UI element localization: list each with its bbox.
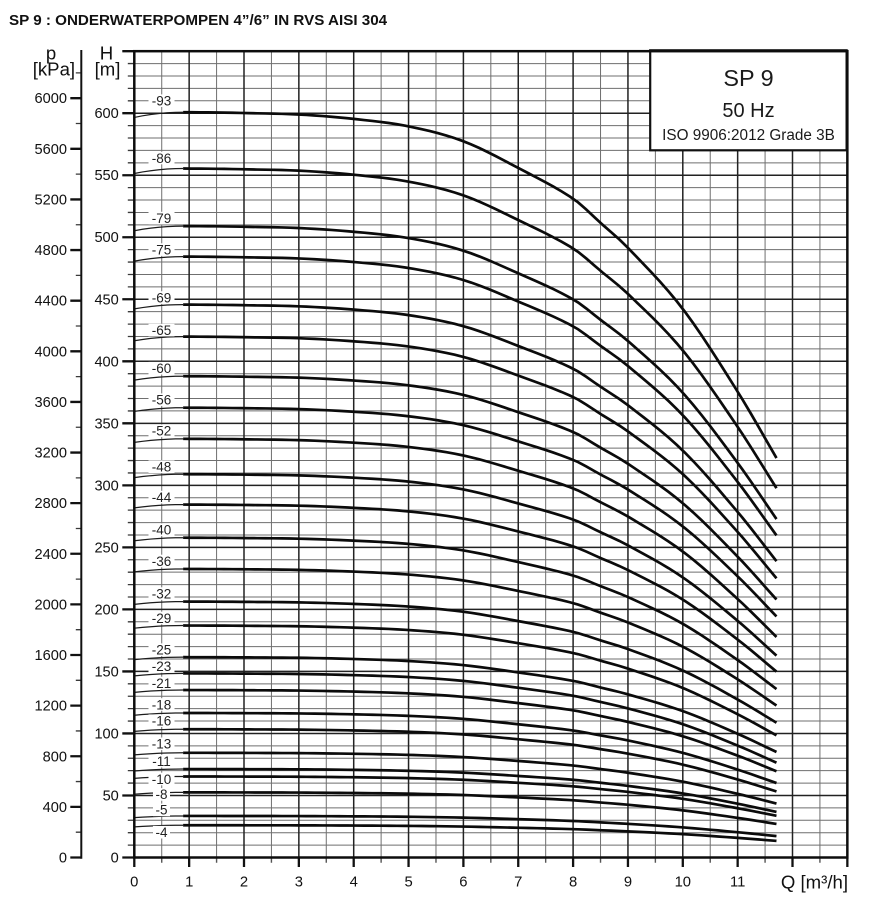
svg-text:-29: -29 <box>152 611 172 626</box>
svg-text:2: 2 <box>240 875 248 891</box>
svg-text:8: 8 <box>569 875 577 891</box>
svg-text:-75: -75 <box>152 242 172 257</box>
svg-text:-4: -4 <box>155 825 167 840</box>
svg-text:SP 9: SP 9 <box>723 65 773 91</box>
svg-text:Q [m³/h]: Q [m³/h] <box>781 871 848 892</box>
svg-text:3: 3 <box>295 875 303 891</box>
svg-text:-21: -21 <box>152 676 172 691</box>
svg-text:1600: 1600 <box>35 648 67 664</box>
svg-text:-69: -69 <box>152 290 172 305</box>
svg-text:4400: 4400 <box>35 294 67 310</box>
svg-text:-52: -52 <box>152 424 172 439</box>
svg-text:-93: -93 <box>152 94 172 109</box>
svg-text:4: 4 <box>350 875 358 891</box>
svg-text:50 Hz: 50 Hz <box>722 100 774 122</box>
svg-text:-5: -5 <box>155 803 167 818</box>
svg-text:0: 0 <box>59 851 67 867</box>
svg-text:-13: -13 <box>152 737 172 752</box>
svg-text:5600: 5600 <box>35 142 67 158</box>
svg-text:200: 200 <box>94 602 118 618</box>
svg-text:450: 450 <box>94 292 118 308</box>
svg-text:SP 9 : ONDERWATERPOMPEN 4”/6”: SP 9 : ONDERWATERPOMPEN 4”/6” IN RVS AIS… <box>9 12 388 29</box>
svg-text:-40: -40 <box>152 523 172 538</box>
svg-text:[m]: [m] <box>95 59 121 80</box>
svg-text:-8: -8 <box>155 787 167 802</box>
svg-text:p: p <box>46 42 56 63</box>
svg-text:-36: -36 <box>152 554 172 569</box>
svg-text:-11: -11 <box>152 754 171 769</box>
svg-text:-16: -16 <box>152 714 172 729</box>
svg-text:2000: 2000 <box>35 597 67 613</box>
svg-text:11: 11 <box>730 875 745 891</box>
svg-text:-23: -23 <box>152 659 172 674</box>
svg-text:10: 10 <box>675 875 691 891</box>
svg-text:-60: -60 <box>152 361 172 376</box>
svg-text:550: 550 <box>94 168 118 184</box>
svg-text:50: 50 <box>103 789 119 805</box>
svg-text:1: 1 <box>185 875 193 891</box>
svg-text:3200: 3200 <box>35 446 67 462</box>
svg-text:-44: -44 <box>152 490 172 505</box>
svg-text:-65: -65 <box>152 323 172 338</box>
svg-text:250: 250 <box>94 540 118 556</box>
svg-text:0: 0 <box>130 875 138 891</box>
svg-text:6000: 6000 <box>35 91 67 107</box>
svg-text:400: 400 <box>43 800 67 816</box>
svg-text:100: 100 <box>94 727 118 743</box>
svg-text:800: 800 <box>43 749 67 765</box>
svg-text:4800: 4800 <box>35 243 67 259</box>
svg-text:-18: -18 <box>152 697 172 712</box>
svg-text:1200: 1200 <box>35 699 67 715</box>
svg-text:-86: -86 <box>152 151 172 166</box>
svg-text:5200: 5200 <box>35 192 67 208</box>
svg-text:4000: 4000 <box>35 344 67 360</box>
svg-text:400: 400 <box>94 354 118 370</box>
svg-text:600: 600 <box>94 106 118 122</box>
svg-text:300: 300 <box>94 478 118 494</box>
svg-text:9: 9 <box>624 875 632 891</box>
svg-text:ISO 9906:2012 Grade 3B: ISO 9906:2012 Grade 3B <box>662 127 835 144</box>
svg-text:-48: -48 <box>152 460 172 475</box>
svg-text:-10: -10 <box>152 772 172 787</box>
svg-text:6: 6 <box>459 875 467 891</box>
svg-text:5: 5 <box>404 875 412 891</box>
svg-text:150: 150 <box>94 664 118 680</box>
svg-text:[kPa]: [kPa] <box>33 59 75 80</box>
svg-text:350: 350 <box>94 416 118 432</box>
svg-text:2400: 2400 <box>35 547 67 563</box>
svg-text:-32: -32 <box>152 586 172 601</box>
svg-text:0: 0 <box>111 851 119 867</box>
svg-text:2800: 2800 <box>35 496 67 512</box>
svg-text:3600: 3600 <box>35 395 67 411</box>
svg-text:-79: -79 <box>152 211 172 226</box>
svg-text:H: H <box>100 42 113 63</box>
svg-text:500: 500 <box>94 230 118 246</box>
svg-text:7: 7 <box>514 875 522 891</box>
svg-text:-56: -56 <box>152 393 172 408</box>
svg-text:-25: -25 <box>152 643 172 658</box>
